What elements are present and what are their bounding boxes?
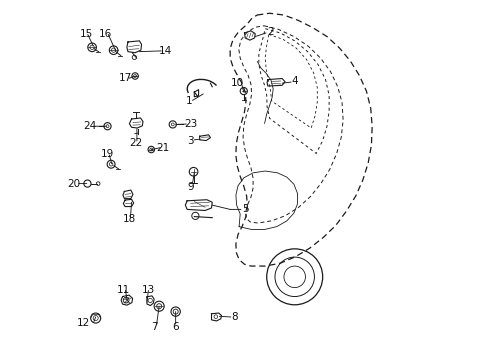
Text: 23: 23 — [183, 119, 197, 129]
Text: 17: 17 — [118, 73, 131, 83]
Text: 13: 13 — [142, 285, 155, 295]
Text: 22: 22 — [129, 138, 142, 148]
Text: 24: 24 — [83, 121, 96, 131]
Text: 4: 4 — [291, 76, 298, 86]
Text: 20: 20 — [67, 179, 81, 189]
Text: 2: 2 — [267, 27, 273, 37]
Text: 3: 3 — [186, 136, 193, 145]
Text: 15: 15 — [79, 29, 92, 39]
Text: 16: 16 — [99, 29, 112, 39]
Text: 7: 7 — [151, 322, 158, 332]
Text: 12: 12 — [77, 319, 90, 328]
Text: 11: 11 — [117, 285, 130, 295]
Text: 19: 19 — [101, 149, 114, 159]
Text: 10: 10 — [230, 78, 244, 88]
Text: 5: 5 — [242, 204, 248, 215]
Text: 9: 9 — [187, 182, 194, 192]
Text: 8: 8 — [231, 312, 238, 322]
Text: 14: 14 — [159, 46, 172, 56]
Text: 1: 1 — [185, 96, 192, 106]
Text: 21: 21 — [156, 143, 169, 153]
Text: 18: 18 — [123, 215, 136, 224]
Text: 6: 6 — [172, 322, 179, 332]
